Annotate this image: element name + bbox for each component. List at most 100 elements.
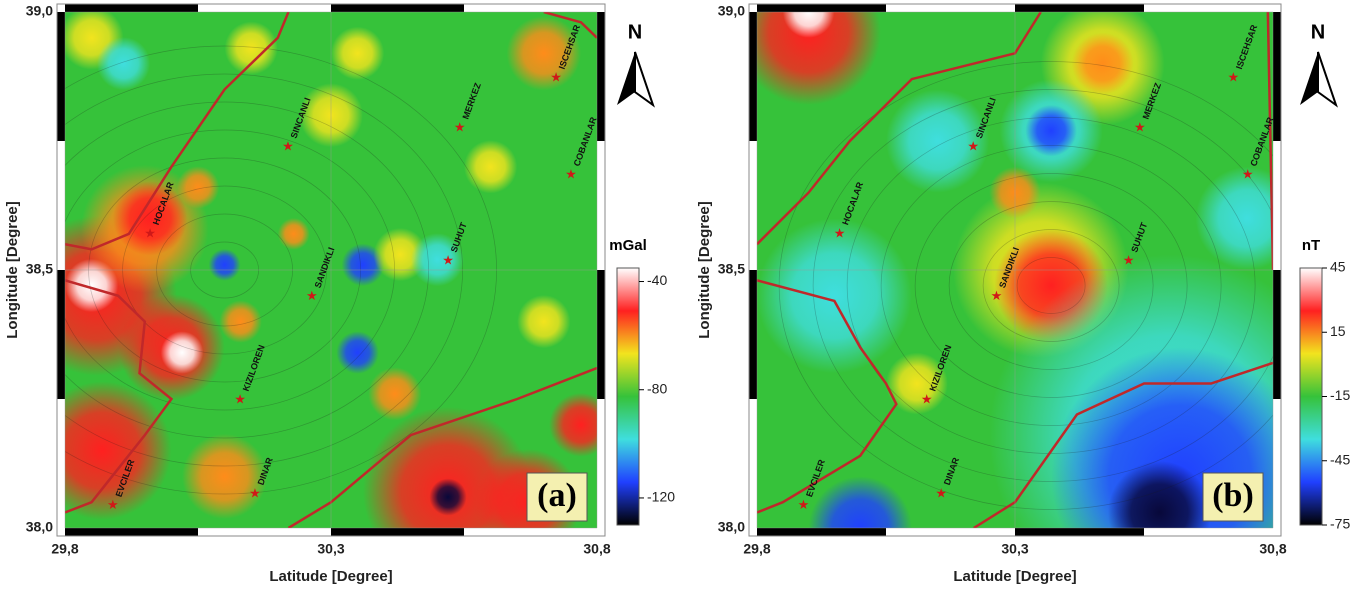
frame-bar: [198, 4, 331, 12]
colorbar: [616, 267, 640, 526]
town-marker: ★: [967, 139, 979, 154]
north-arrow: [1300, 52, 1318, 105]
anomaly: [757, 218, 912, 374]
town-marker: ★: [234, 391, 246, 406]
anomaly: [160, 331, 204, 374]
anomaly: [1107, 460, 1212, 528]
province-border: [543, 12, 597, 39]
frame-bar: [749, 399, 757, 528]
anomaly: [757, 12, 881, 105]
province-border: [973, 361, 1273, 528]
frame-bar: [749, 141, 757, 270]
town-marker: ★: [144, 225, 156, 240]
y-tick-label: 38,0: [26, 519, 53, 535]
x-tick-label: 30,8: [583, 541, 610, 557]
town-marker: ★: [249, 485, 261, 500]
town-marker: ★: [442, 253, 454, 268]
town-marker: ★: [935, 485, 947, 500]
frame-bar: [1273, 12, 1281, 141]
anomaly: [336, 331, 379, 374]
x-tick-label: 30,8: [1259, 541, 1286, 557]
frame-bar: [757, 4, 886, 12]
frame-bar: [57, 399, 65, 528]
anomaly: [182, 433, 268, 519]
frame: [748, 3, 1282, 537]
province-border: [1266, 12, 1273, 271]
frame-bar: [757, 528, 886, 536]
north-label: N: [1311, 21, 1325, 43]
anomaly: [506, 16, 582, 91]
frame-bar: [65, 4, 198, 12]
anomaly: [1071, 32, 1134, 95]
frame-bar: [749, 270, 757, 399]
town-marker: ★: [921, 391, 933, 406]
town-marker: ★: [454, 120, 466, 135]
frame-bar: [886, 4, 1015, 12]
frame-bar: [1273, 141, 1281, 270]
frame-bar: [464, 528, 597, 536]
town-marker: ★: [1242, 166, 1254, 181]
contour-line: [914, 173, 1188, 398]
y-tick-label: 39,0: [26, 3, 53, 19]
colorbar-tick-label: 45: [1330, 259, 1346, 275]
town-marker: ★: [282, 139, 294, 154]
town-marker: ★: [565, 166, 577, 181]
town-marker: ★: [1134, 120, 1146, 135]
frame-bar: [65, 528, 198, 536]
town-marker: ★: [991, 288, 1003, 303]
anomaly: [782, 12, 835, 38]
anomaly: [808, 476, 912, 528]
x-tick-label: 29,8: [743, 541, 770, 557]
town-marker: ★: [306, 288, 318, 303]
x-axis-label: Latitude [Degree]: [269, 568, 392, 585]
anomaly: [65, 381, 172, 520]
north-arrow: [1317, 51, 1338, 108]
colorbar-unit: mGal: [609, 237, 647, 254]
map-surface: [65, 12, 597, 528]
frame-bar: [57, 141, 65, 270]
anomaly: [1195, 166, 1273, 270]
town-marker: ★: [550, 69, 562, 84]
anomaly: [219, 300, 262, 343]
anomaly: [112, 181, 188, 256]
contour-line: [982, 229, 1120, 342]
contour-line: [88, 157, 361, 383]
frame-bar: [597, 141, 605, 270]
anomaly: [368, 367, 422, 421]
province-border: [287, 366, 597, 528]
province-border: [65, 279, 174, 514]
y-tick-label: 38,0: [718, 519, 745, 535]
frame-bar: [886, 528, 1015, 536]
anomaly: [429, 478, 467, 516]
frame-bar: [1144, 4, 1273, 12]
colorbar-tick-label: -80: [647, 380, 667, 396]
contour-line: [846, 117, 1256, 454]
contour-line: [65, 129, 395, 411]
y-axis-label: Longitude [Degree]: [696, 201, 713, 339]
anomaly: [410, 233, 464, 287]
contour-line: [812, 89, 1273, 482]
north-label: N: [628, 21, 642, 43]
colorbar-tick-label: -75: [1330, 516, 1350, 532]
anomaly: [549, 392, 597, 457]
town-marker: ★: [1227, 69, 1239, 84]
town-marker: ★: [834, 225, 846, 240]
town-marker: ★: [107, 497, 119, 512]
frame-bar: [1015, 4, 1144, 12]
colorbar-tick-label: -15: [1330, 387, 1350, 403]
frame-bar: [1273, 270, 1281, 399]
colorbar: [1299, 267, 1323, 526]
x-tick-label: 30,3: [317, 541, 344, 557]
panel-label-box: [1202, 472, 1264, 522]
x-axis-label: Latitude [Degree]: [953, 568, 1076, 585]
frame: [56, 3, 606, 537]
frame-bar: [331, 4, 464, 12]
colorbar-tick-label: -45: [1330, 451, 1350, 467]
frame-bar: [597, 270, 605, 399]
anomaly: [464, 140, 518, 194]
colorbar-tick-label: -40: [647, 272, 667, 288]
frame-bar: [1015, 528, 1144, 536]
north-arrow: [617, 52, 635, 105]
province-border: [757, 12, 1042, 246]
anomaly: [224, 21, 278, 75]
